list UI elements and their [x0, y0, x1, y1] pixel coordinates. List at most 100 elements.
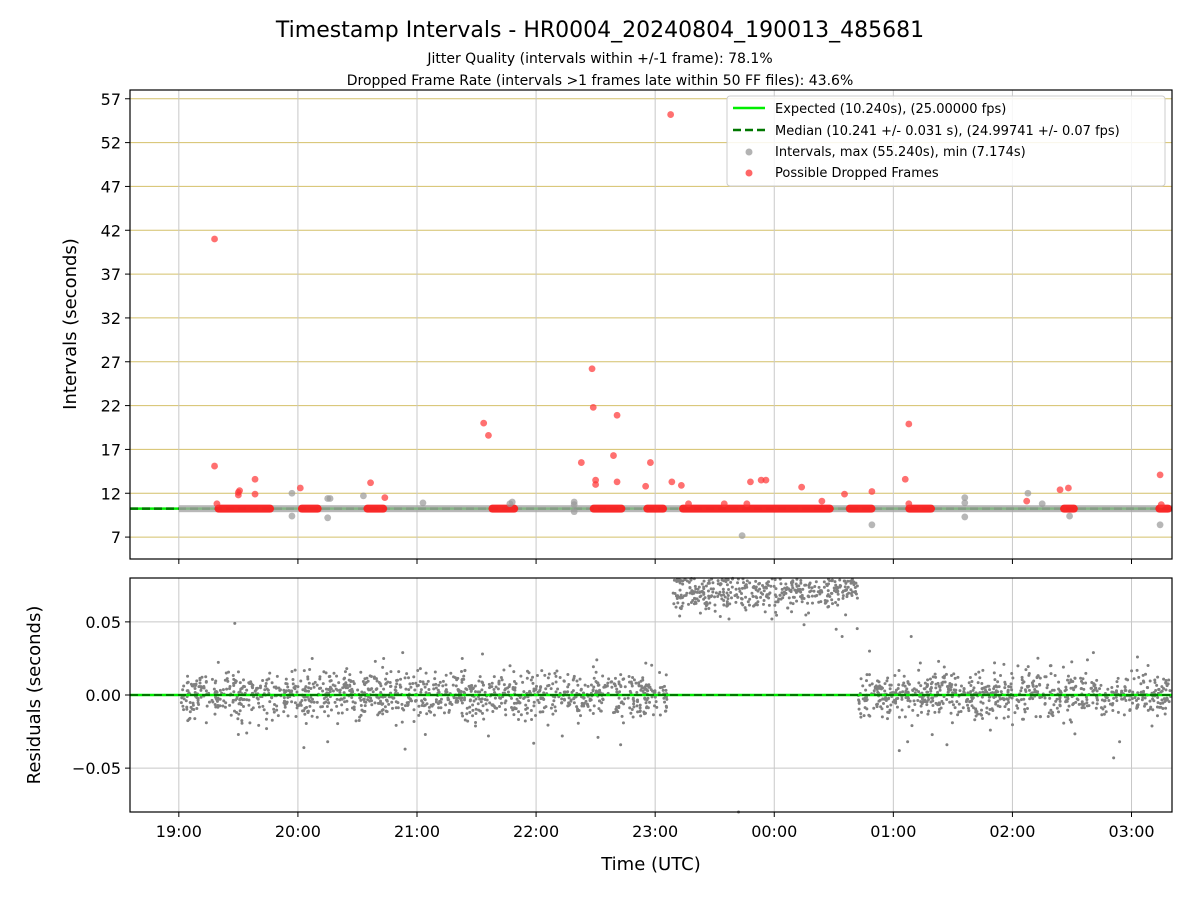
residual-point [1159, 690, 1163, 694]
residual-point [286, 685, 290, 689]
residual-point [308, 668, 312, 672]
residual-point [1156, 675, 1160, 679]
residual-point [1139, 691, 1143, 695]
residual-point [622, 702, 626, 706]
residual-point [1167, 700, 1171, 704]
residual-point [554, 680, 558, 684]
residual-point [887, 711, 891, 715]
residual-point [221, 688, 225, 692]
residual-point [319, 686, 323, 690]
residual-point [388, 681, 392, 685]
residual-point [321, 689, 325, 693]
residual-point [512, 706, 516, 710]
residual-point [1155, 714, 1159, 718]
residual-point [315, 700, 319, 704]
residual-point [992, 671, 996, 675]
residual-point [743, 606, 747, 610]
residual-point [913, 702, 917, 706]
dropped-frame-point [1056, 486, 1064, 494]
residual-point [754, 595, 758, 599]
residual-point [836, 592, 840, 596]
residual-point [562, 690, 566, 694]
residual-point [844, 613, 848, 617]
intervals-y-tick-label: 17 [101, 440, 121, 459]
residual-point [240, 721, 244, 725]
residual-point [985, 706, 989, 710]
residual-point [477, 679, 481, 683]
residual-point [882, 701, 886, 705]
residual-point [641, 689, 645, 693]
residual-point [971, 688, 975, 692]
residual-point [1058, 699, 1062, 703]
residual-point [1046, 715, 1050, 719]
time-tick-label: 21:00 [394, 822, 440, 841]
residual-point [325, 704, 329, 708]
residual-point [575, 705, 579, 709]
residual-point [566, 685, 570, 689]
intervals-axes-frame [129, 89, 1173, 560]
residual-point [335, 697, 339, 701]
residual-point [790, 610, 794, 614]
residual-point [689, 600, 693, 604]
residual-point [717, 592, 721, 596]
residual-outlier-point [326, 740, 330, 744]
dropped-frames-cluster [363, 504, 388, 513]
residual-point [306, 677, 310, 681]
residual-outlier-point [802, 623, 806, 627]
residual-point [844, 581, 848, 585]
residual-point [658, 713, 662, 717]
residual-point [880, 715, 884, 719]
residual-point [529, 678, 533, 682]
residual-point [460, 711, 464, 715]
dropped-frame-point [588, 365, 596, 373]
residual-point [1003, 686, 1007, 690]
time-tick-label: 19:00 [156, 822, 202, 841]
residual-point [870, 682, 874, 686]
residual-point [692, 602, 696, 606]
residual-point [461, 714, 465, 718]
residual-point [721, 587, 725, 591]
residual-point [834, 601, 838, 605]
residual-point [914, 688, 918, 692]
residual-point [883, 682, 887, 686]
residual-point [384, 681, 388, 685]
residual-point [976, 681, 980, 685]
residual-point [585, 702, 589, 706]
residual-point [363, 709, 367, 713]
dropped-frame-point [743, 500, 751, 508]
dropped-frame-point [613, 411, 621, 419]
residual-point [381, 702, 385, 706]
residual-point [790, 583, 794, 587]
residual-point [748, 581, 752, 585]
dropped-frame-point [1064, 484, 1072, 492]
time-tick-label: 20:00 [275, 822, 321, 841]
intervals-points [178, 111, 1173, 539]
residual-outlier-point [532, 741, 536, 745]
residual-point [623, 685, 627, 689]
residual-point [713, 609, 717, 613]
residual-point [823, 601, 827, 605]
residual-point [878, 698, 882, 702]
residual-point [400, 702, 404, 706]
residual-point [465, 687, 469, 691]
residual-point [338, 688, 342, 692]
residual-point [610, 685, 614, 689]
residual-point [664, 673, 668, 677]
residual-point [444, 683, 448, 687]
residual-point [579, 687, 583, 691]
residual-point [825, 599, 829, 603]
residual-point [188, 710, 192, 714]
residual-point [385, 672, 389, 676]
residual-point [962, 689, 966, 693]
residual-point [441, 679, 445, 683]
residual-point [223, 705, 227, 709]
residual-point [1143, 696, 1147, 700]
residual-point [360, 708, 364, 712]
residual-point [270, 718, 274, 722]
residual-point [519, 713, 523, 717]
residual-point [1153, 680, 1157, 684]
residual-point [966, 697, 970, 701]
time-tick-label: 01:00 [870, 822, 916, 841]
residual-point [284, 677, 288, 681]
residual-point [366, 687, 370, 691]
